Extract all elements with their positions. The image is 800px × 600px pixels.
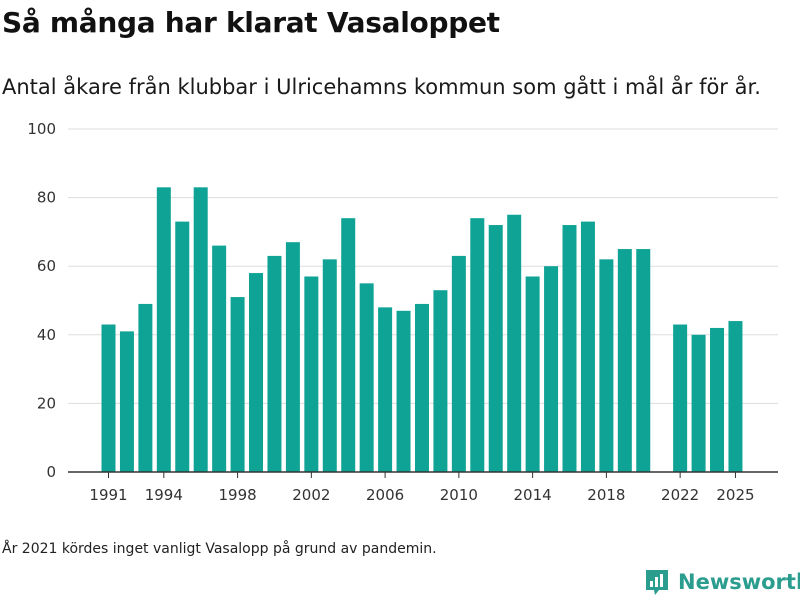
bar-2011 [470,218,485,472]
bar-2022 [673,324,688,472]
chart-subtitle: Antal åkare från klubbar i Ulricehamns k… [2,75,761,99]
newsworthy-logo-icon [646,570,668,595]
footnote: År 2021 kördes inget vanligt Vasalopp på… [2,541,437,557]
bar-2010 [451,255,466,472]
brand: Newsworthy [644,568,800,596]
bar-2006 [378,307,393,472]
bar-1998 [230,297,245,472]
bar-2023 [691,334,706,472]
bar-2004 [341,218,356,472]
bar-2013 [507,214,522,472]
bar-1995 [175,221,190,472]
y-tick-label: 60 [37,257,56,275]
bar-1994 [156,187,171,472]
x-tick-label: 2010 [440,486,478,504]
x-tick-label: 2014 [514,486,552,504]
bar-2005 [359,283,374,472]
y-tick-label: 80 [37,189,56,207]
x-tick-label: 2022 [661,486,699,504]
bar-2008 [414,303,429,472]
bar-2024 [710,327,725,472]
bar-1991 [101,324,116,472]
x-tick-label: 2006 [366,486,404,504]
bar-2015 [544,266,559,472]
bar-1992 [119,331,134,472]
x-tick-label: 1991 [89,486,127,504]
y-tick-label: 100 [27,120,56,138]
x-tick-label: 2025 [716,486,754,504]
tick-labels: 0 20 40 60 80 100 1991 1994 1998 2002 2006 2010 2014… [27,120,754,504]
bar-2014 [525,276,540,472]
y-tick-label: 0 [46,463,56,481]
axes [68,471,778,478]
y-tick-label: 40 [37,326,56,344]
bars [101,187,743,472]
bar-2000 [267,255,282,472]
x-tick-label: 2018 [587,486,625,504]
x-tick-label: 1994 [145,486,183,504]
bar-2016 [562,225,577,472]
bar-1999 [249,273,264,472]
y-tick-label: 20 [37,394,56,412]
bar-2025 [728,321,743,472]
brand-name: Newsworthy [678,570,800,594]
bar-2018 [599,259,614,472]
bar-2019 [617,249,632,472]
bar-chart: 0 20 40 60 80 100 1991 1994 1998 2002 2006 2010 2014… [27,120,778,504]
bar-2012 [488,225,503,472]
bar-1996 [193,187,208,472]
bar-1997 [212,245,227,472]
bar-2020 [636,249,651,472]
bar-1993 [138,303,153,472]
x-tick-label: 2002 [292,486,330,504]
bar-2002 [304,276,319,472]
bar-2009 [433,290,448,472]
chart-title: Så många har klarat Vasaloppet [2,6,500,39]
bar-2003 [322,259,337,472]
x-tick-label: 1998 [218,486,256,504]
bar-2001 [285,242,300,472]
bar-2017 [580,221,595,472]
bar-2007 [396,310,411,472]
